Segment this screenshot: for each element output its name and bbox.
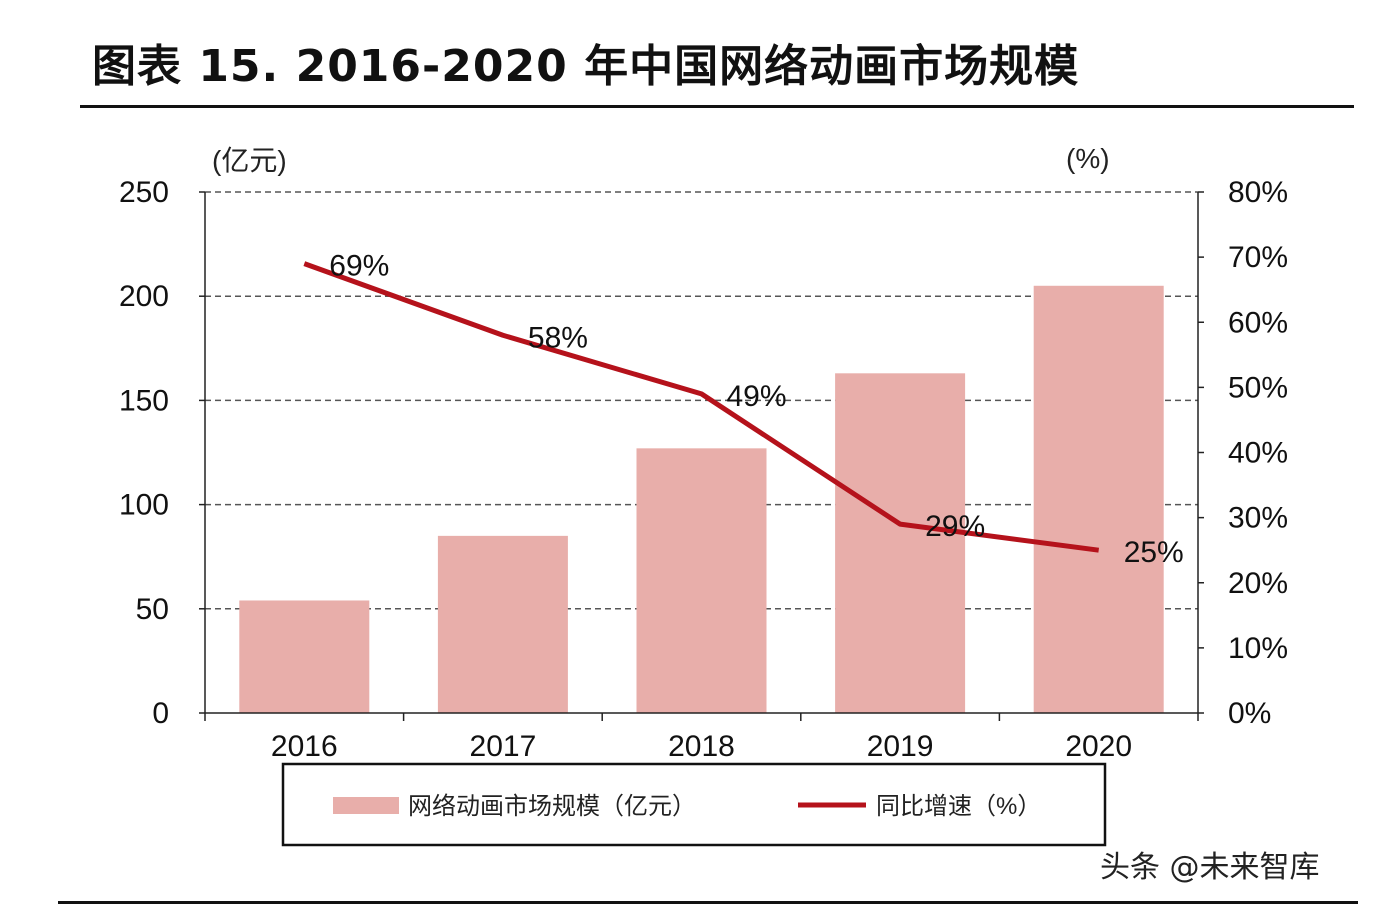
- x-tick-label: 2017: [470, 730, 537, 763]
- right-tick-label: 0%: [1228, 697, 1271, 730]
- legend-line-label: 同比增速（%）: [876, 793, 1041, 820]
- x-tick-label: 2016: [271, 730, 338, 763]
- bar-2018: [636, 448, 767, 713]
- right-tick-label: 10%: [1228, 632, 1288, 665]
- bottom-divider: [58, 901, 1358, 904]
- watermark: 头条 @未来智库: [1100, 850, 1320, 885]
- x-tick-label: 2018: [668, 730, 735, 763]
- left-tick-label: 250: [119, 176, 169, 209]
- bar-2016: [239, 600, 370, 713]
- right-tick-label: 40%: [1228, 437, 1288, 470]
- legend-bar-swatch: [333, 797, 399, 814]
- bar-2017: [437, 535, 568, 713]
- title-divider: [80, 105, 1354, 108]
- data-label: 58%: [528, 321, 588, 354]
- right-tick-label: 70%: [1228, 241, 1288, 274]
- data-label: 29%: [925, 510, 985, 543]
- legend-bar-label: 网络动画市场规模（亿元）: [408, 793, 696, 820]
- data-label: 49%: [727, 380, 787, 413]
- bar-2019: [835, 373, 966, 713]
- left-tick-label: 150: [119, 384, 169, 417]
- x-tick-label: 2020: [1065, 730, 1132, 763]
- right-tick-label: 20%: [1228, 567, 1288, 600]
- left-tick-label: 200: [119, 280, 169, 313]
- left-tick-label: 100: [119, 489, 169, 522]
- right-tick-label: 30%: [1228, 502, 1288, 535]
- data-label: 69%: [329, 250, 389, 283]
- legend-box: [281, 762, 1107, 847]
- bar-2020: [1033, 285, 1164, 713]
- data-label: 25%: [1124, 536, 1184, 569]
- left-axis-unit: (亿元): [212, 145, 287, 176]
- right-tick-label: 80%: [1228, 176, 1288, 209]
- right-tick-label: 60%: [1228, 306, 1288, 339]
- right-tick-label: 50%: [1228, 371, 1288, 404]
- right-axis-unit: (%): [1066, 143, 1110, 174]
- x-tick-label: 2019: [867, 730, 934, 763]
- left-tick-label: 50: [136, 593, 169, 626]
- left-tick-label: 0: [152, 697, 169, 730]
- chart-title: 图表 15. 2016-2020 年中国网络动画市场规模: [92, 41, 1080, 92]
